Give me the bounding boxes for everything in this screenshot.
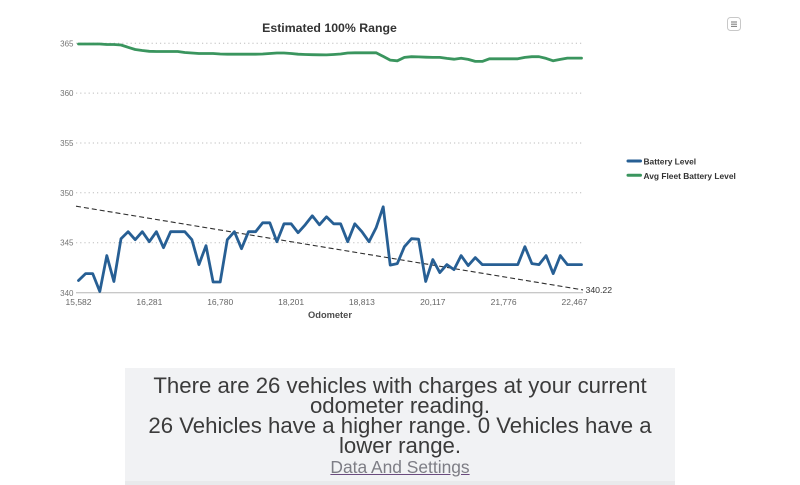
svg-text:360: 360 (60, 89, 74, 98)
svg-text:20,117: 20,117 (420, 297, 446, 307)
svg-text:Odometer: Odometer (308, 310, 352, 320)
svg-text:340: 340 (60, 289, 74, 298)
svg-text:21,776: 21,776 (491, 297, 517, 307)
svg-text:365: 365 (60, 39, 74, 48)
svg-text:340.22: 340.22 (586, 285, 613, 295)
svg-text:345: 345 (60, 239, 74, 248)
svg-text:16,281: 16,281 (136, 297, 162, 307)
svg-text:18,813: 18,813 (349, 297, 375, 307)
svg-text:355: 355 (60, 139, 74, 148)
svg-text:18,201: 18,201 (278, 297, 304, 307)
svg-text:Estimated 100% Range: Estimated 100% Range (262, 21, 397, 35)
svg-text:350: 350 (60, 189, 74, 198)
svg-text:22,467: 22,467 (562, 297, 588, 307)
svg-text:Avg Fleet Battery Level: Avg Fleet Battery Level (644, 171, 736, 181)
svg-text:Battery Level: Battery Level (644, 157, 697, 167)
svg-text:16,780: 16,780 (207, 297, 233, 307)
svg-text:15,582: 15,582 (66, 297, 92, 307)
